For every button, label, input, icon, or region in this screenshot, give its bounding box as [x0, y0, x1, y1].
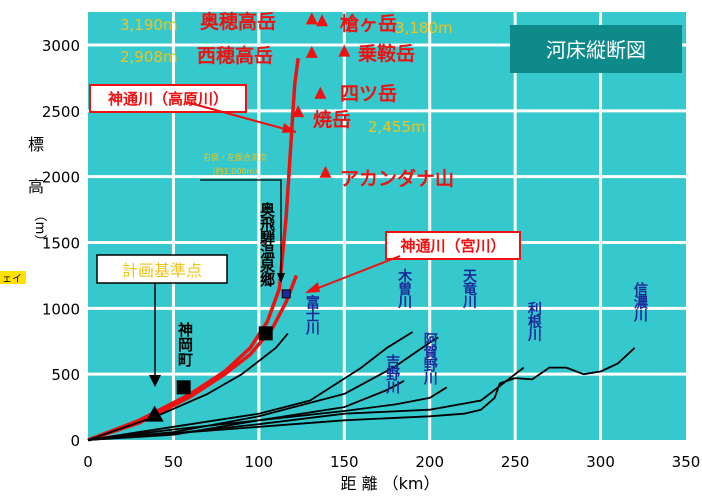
- x-tick-label: 350: [672, 453, 701, 471]
- peak-triangle: [314, 86, 327, 99]
- peak-triangle: [305, 45, 318, 58]
- series-line: [87, 386, 448, 441]
- y-tick-label: 1500: [42, 235, 80, 253]
- peak-triangle: [319, 165, 332, 178]
- axes: 0 50 100 150 200 250 300 350 0 500 1000 1500 2000 250…: [42, 37, 701, 471]
- peak-triangle: [316, 14, 329, 27]
- river-label: 吉野川: [384, 354, 401, 395]
- series-line: [87, 331, 414, 441]
- river-label: 木曽川: [396, 268, 413, 309]
- keikaku-label: 計画基準点: [122, 261, 202, 280]
- keikaku-triangle: [145, 405, 164, 422]
- confluence-arrowhead: [277, 273, 285, 283]
- river-label: 信濃川: [632, 281, 649, 322]
- series-line: [87, 380, 405, 441]
- peak-name: 焼岳: [313, 108, 351, 131]
- river-label: 利根川: [526, 301, 543, 342]
- left-edge-fragment: ェイ: [2, 274, 22, 285]
- kamioka-label: 神岡町: [176, 321, 194, 368]
- river-label: 富士川: [304, 294, 321, 335]
- river-label: 阿賀野川: [422, 332, 439, 385]
- chart-title: 河床縦断図: [546, 38, 646, 62]
- y-label-2: 高: [28, 177, 44, 196]
- takahara-box: [89, 84, 247, 113]
- peak-elevation: 3,190m: [120, 16, 178, 34]
- peak-name: 四ツ岳: [340, 83, 397, 105]
- y-tick-label: 0: [70, 432, 80, 450]
- confluence-text-2: （約1,000m）: [208, 166, 263, 176]
- confluence-text-1: 右俣・左俣合流点: [203, 152, 267, 162]
- confluence-pointer: [200, 179, 282, 275]
- takahara-arrow: [185, 101, 297, 133]
- peak-elevation: 2,908m: [120, 48, 178, 66]
- left-edge-badge: [0, 271, 26, 284]
- series-line: [87, 57, 300, 442]
- y-tick-label: 3000: [42, 37, 80, 55]
- takahara-label: 神通川（高原川）: [108, 90, 228, 108]
- okuhida-label: 奥飛騨温泉郷: [258, 201, 276, 288]
- keikaku-box: [96, 254, 228, 284]
- x-tick-label: 100: [245, 453, 274, 471]
- title-box: 河床縦断図: [510, 25, 682, 73]
- peak-name: 奥穂高岳: [200, 10, 276, 33]
- y-tick-label: 2000: [42, 169, 80, 187]
- river-label: 天竜川: [461, 269, 478, 309]
- x-tick-label: 300: [586, 453, 615, 471]
- y-tick-label: 2500: [42, 103, 80, 121]
- peak-name: 槍ヶ岳: [340, 12, 397, 35]
- miya-box: [385, 231, 521, 260]
- y-tick-label: 1000: [42, 300, 80, 318]
- x-tick-label: 0: [83, 453, 93, 471]
- series-line: [87, 336, 439, 441]
- miya-label: 神通川（宮川）: [400, 237, 505, 255]
- peak-triangle: [338, 44, 351, 57]
- peak-triangle: [305, 12, 318, 25]
- peak-name: 乗鞍岳: [358, 42, 415, 65]
- takahara-arrowhead: [282, 123, 296, 133]
- y-tick-label: 500: [51, 366, 80, 384]
- miya-arrow: [307, 255, 401, 293]
- peak-name: 西穂高岳: [197, 44, 273, 67]
- peak-name: アカンダナ山: [340, 167, 454, 190]
- x-axis-label: 距 離 （km）: [340, 474, 439, 493]
- peak-elevation: 2,455m: [368, 118, 426, 136]
- peak-elevation: 3,180m: [395, 19, 453, 37]
- confluence-square: [281, 289, 291, 299]
- keikaku-arrowhead: [149, 375, 161, 387]
- x-tick-label: 250: [501, 453, 530, 471]
- series-line: [87, 347, 636, 441]
- x-tick-label: 200: [415, 453, 444, 471]
- x-tick-label: 50: [164, 453, 183, 471]
- y-label-3: （m）: [32, 209, 47, 248]
- plot-area: [88, 12, 686, 440]
- miya-arrowhead: [305, 282, 320, 293]
- peak-triangle: [292, 105, 305, 118]
- okuhida-square: [258, 326, 273, 341]
- x-tick-label: 150: [330, 453, 359, 471]
- kamioka-square: [176, 380, 191, 395]
- grid-lines: [88, 12, 686, 440]
- y-label-1: 標: [28, 135, 44, 154]
- series-lines: [87, 57, 636, 442]
